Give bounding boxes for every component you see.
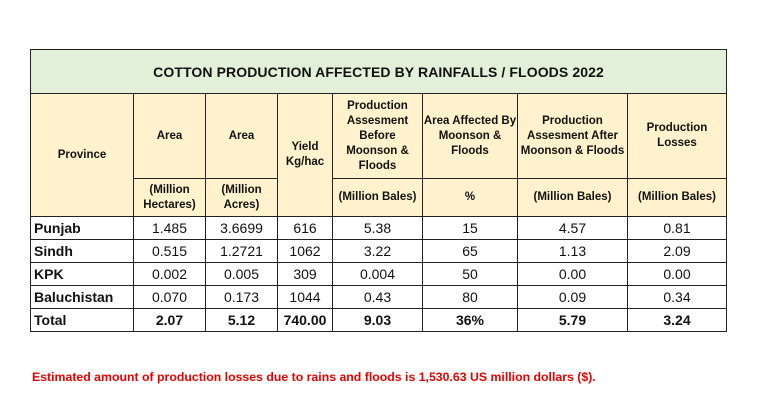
- table-title: COTTON PRODUCTION AFFECTED BY RAINFALLS …: [30, 49, 727, 94]
- cotton-production-table-frame: COTTON PRODUCTION AFFECTED BY RAINFALLS …: [30, 49, 727, 332]
- cell-production-losses: 0.81: [627, 216, 727, 240]
- header-yield: Yield Kg/hac: [277, 93, 333, 217]
- cell-province: KPK: [30, 262, 134, 286]
- losses-note: Estimated amount of production losses du…: [32, 370, 596, 384]
- unit-area-affected: %: [422, 178, 518, 217]
- cell-production-after: 0.09: [517, 285, 628, 309]
- cell-total-production-after: 5.79: [517, 308, 628, 332]
- cell-production-after: 1.13: [517, 239, 628, 263]
- cell-area-hectares: 0.002: [133, 262, 206, 286]
- cell-total-label: Total: [30, 308, 134, 332]
- unit-area-acres: (Million Acres): [205, 178, 278, 217]
- table-row: Sindh 0.515 1.2721 1062 3.22 65 1.13 2.0…: [30, 239, 727, 263]
- header-production-after: Production Assesment After Moonson & Flo…: [517, 93, 628, 179]
- cell-production-losses: 0.00: [627, 262, 727, 286]
- cell-production-before: 0.43: [332, 285, 423, 309]
- header-area-acres: Area: [205, 93, 278, 179]
- cell-province: Sindh: [30, 239, 134, 263]
- total-row: Total 2.07 5.12 740.00 9.03 36% 5.79 3.2…: [30, 308, 727, 332]
- cell-area-hectares: 0.070: [133, 285, 206, 309]
- cell-production-losses: 0.34: [627, 285, 727, 309]
- cell-yield: 1044: [277, 285, 333, 309]
- header-area-affected: Area Affected By Moonson & Floods: [422, 93, 518, 179]
- unit-area-hectares: (Million Hectares): [133, 178, 206, 217]
- cell-yield: 309: [277, 262, 333, 286]
- cell-production-after: 4.57: [517, 216, 628, 240]
- unit-production-after: (Million Bales): [517, 178, 628, 217]
- cell-area-affected: 15: [422, 216, 518, 240]
- cell-production-after: 0.00: [517, 262, 628, 286]
- cell-total-area-acres: 5.12: [205, 308, 278, 332]
- cell-yield: 1062: [277, 239, 333, 263]
- cotton-production-table: COTTON PRODUCTION AFFECTED BY RAINFALLS …: [30, 49, 727, 332]
- cell-total-production-losses: 3.24: [627, 308, 727, 332]
- cell-total-yield: 740.00: [277, 308, 333, 332]
- cell-area-hectares: 1.485: [133, 216, 206, 240]
- cell-province: Baluchistan: [30, 285, 134, 309]
- cell-area-affected: 80: [422, 285, 518, 309]
- cell-total-area-affected: 36%: [422, 308, 518, 332]
- cell-total-production-before: 9.03: [332, 308, 423, 332]
- cell-province: Punjab: [30, 216, 134, 240]
- cell-production-before: 5.38: [332, 216, 423, 240]
- table-row: KPK 0.002 0.005 309 0.004 50 0.00 0.00: [30, 262, 727, 286]
- cell-area-acres: 0.173: [205, 285, 278, 309]
- table-row: Punjab 1.485 3.6699 616 5.38 15 4.57 0.8…: [30, 216, 727, 240]
- cell-area-acres: 0.005: [205, 262, 278, 286]
- cell-area-affected: 50: [422, 262, 518, 286]
- cell-area-acres: 1.2721: [205, 239, 278, 263]
- unit-production-losses: (Million Bales): [627, 178, 727, 217]
- header-area-hectares: Area: [133, 93, 206, 179]
- cell-area-hectares: 0.515: [133, 239, 206, 263]
- cell-yield: 616: [277, 216, 333, 240]
- cell-production-losses: 2.09: [627, 239, 727, 263]
- header-production-before: Production Assesment Before Moonson & Fl…: [332, 93, 423, 179]
- table-row: Baluchistan 0.070 0.173 1044 0.43 80 0.0…: [30, 285, 727, 309]
- header-province: Province: [30, 93, 134, 217]
- unit-production-before: (Million Bales): [332, 178, 423, 217]
- header-production-losses: Production Losses: [627, 93, 727, 179]
- cell-total-area-hectares: 2.07: [133, 308, 206, 332]
- cell-production-before: 0.004: [332, 262, 423, 286]
- cell-area-affected: 65: [422, 239, 518, 263]
- cell-area-acres: 3.6699: [205, 216, 278, 240]
- cell-production-before: 3.22: [332, 239, 423, 263]
